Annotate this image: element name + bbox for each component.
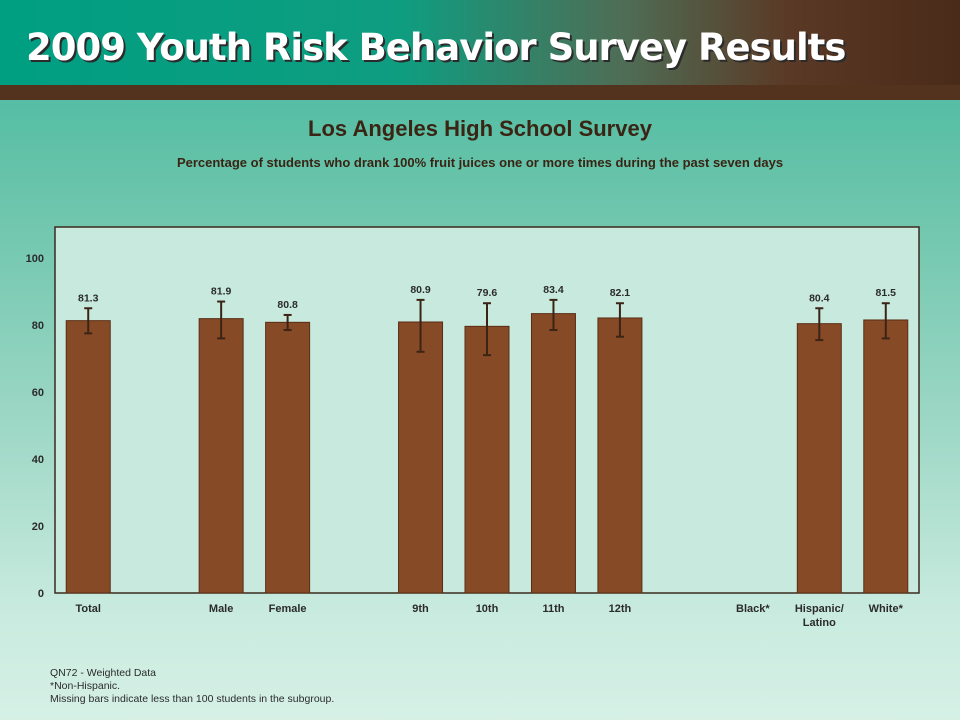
x-tick-label: Male [209,603,233,615]
x-tick-label: 11th [542,603,564,615]
bar [863,319,909,594]
title-banner: 2009 Youth Risk Behavior Survey Results [0,0,960,85]
bar [796,323,842,594]
data-label: 79.6 [477,287,498,299]
bar [198,318,244,594]
chart-title: Los Angeles High School Survey [308,116,652,141]
bar [65,320,111,594]
data-label: 81.9 [211,286,232,298]
y-tick-label: 20 [32,521,44,533]
y-tick-label: 100 [26,253,44,265]
data-label: 80.4 [809,292,830,304]
bar [464,325,510,594]
x-tick-label: 12th [609,603,632,615]
x-tick-label: 10th [476,603,499,615]
data-label: 82.1 [610,287,631,299]
x-tick-label: Total [75,603,100,615]
y-tick-label: 0 [38,588,44,600]
x-tick-label: White* [869,603,904,615]
y-tick-label: 60 [32,387,44,399]
bar [265,321,311,594]
data-label: 80.8 [277,299,298,311]
x-tick-label: Female [269,603,307,615]
data-label: 80.9 [410,284,431,296]
x-tick-label: 9th [412,603,429,615]
data-label: 81.5 [876,287,897,299]
data-label: 81.3 [78,292,99,304]
banner-title: 2009 Youth Risk Behavior Survey Results [26,26,846,69]
footnote-data-source: QN72 - Weighted Data [50,667,157,679]
bar [597,317,643,594]
data-label: 83.4 [543,284,564,296]
x-tick-label: Black* [736,603,770,615]
bar [530,313,576,594]
banner-strip [0,85,960,100]
y-tick-label: 80 [32,320,44,332]
footnote-missing-bars: Missing bars indicate less than 100 stud… [50,693,335,705]
x-tick-label: Hispanic/Latino [795,603,844,629]
chart-subtitle: Percentage of students who drank 100% fr… [176,155,784,170]
y-tick-label: 40 [32,454,44,466]
bar [398,321,444,594]
footnote-non-hispanic: *Non-Hispanic. [50,680,121,692]
